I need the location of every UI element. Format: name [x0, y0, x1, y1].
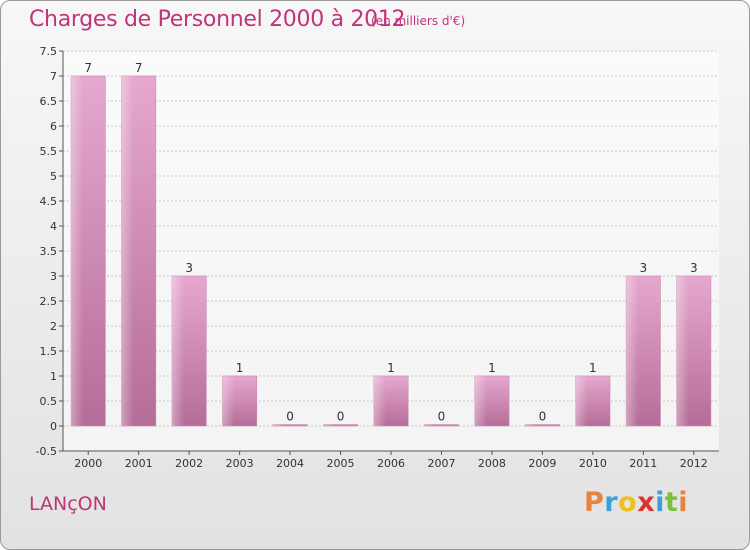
- data-label: 1: [488, 361, 496, 375]
- data-label: 1: [236, 361, 244, 375]
- bar-highlight: [626, 276, 639, 426]
- logo-letter: P: [584, 487, 605, 518]
- x-tick-label: 2005: [327, 457, 355, 470]
- bar-highlight: [575, 376, 588, 426]
- y-tick-label: 3.5: [40, 245, 58, 258]
- logo-letter: o: [618, 487, 638, 518]
- bar-highlight: [222, 376, 235, 426]
- data-label: 1: [589, 361, 597, 375]
- x-tick-label: 2001: [125, 457, 153, 470]
- x-tick-label: 2007: [427, 457, 455, 470]
- logo-letter: i: [655, 487, 665, 518]
- data-label: 3: [639, 261, 647, 275]
- chart-title: Charges de Personnel 2000 à 2012: [29, 7, 406, 32]
- data-label: 0: [337, 410, 345, 424]
- x-tick-label: 2010: [579, 457, 607, 470]
- y-tick-label: 1.5: [40, 345, 58, 358]
- y-tick-label: 1: [50, 370, 57, 383]
- y-tick-label: 7: [50, 70, 57, 83]
- data-label: 0: [539, 410, 547, 424]
- x-tick-label: 2008: [478, 457, 506, 470]
- commune-name: LANçON: [29, 493, 107, 515]
- proxiti-logo: Proxiti: [584, 487, 688, 518]
- y-tick-label: 4: [50, 220, 57, 233]
- logo-letter: i: [678, 487, 689, 518]
- bar-highlight: [474, 376, 487, 426]
- bar-highlight: [373, 376, 386, 426]
- bar-highlight: [272, 424, 285, 426]
- data-label: 0: [438, 410, 446, 424]
- x-tick-label: 2004: [276, 457, 304, 470]
- data-label: 0: [286, 410, 294, 424]
- y-tick-label: 0.5: [40, 395, 58, 408]
- y-tick-label: 5: [50, 170, 57, 183]
- y-tick-label: 3: [50, 270, 57, 283]
- x-tick-label: 2003: [226, 457, 254, 470]
- bar-highlight: [171, 276, 185, 426]
- logo-letter: t: [664, 487, 679, 518]
- y-tick-label: 2.5: [40, 295, 58, 308]
- chart-subtitle: (en milliers d'€): [371, 14, 466, 28]
- y-tick-label: -0.5: [36, 445, 57, 458]
- y-tick-label: 7.5: [40, 45, 58, 58]
- y-tick-label: 6: [50, 120, 57, 133]
- bar-highlight: [525, 424, 538, 426]
- y-tick-label: 0: [50, 420, 57, 433]
- data-label: 1: [387, 361, 395, 375]
- x-tick-label: 2002: [175, 457, 203, 470]
- bar-highlight: [121, 76, 134, 426]
- bar-highlight: [424, 424, 437, 426]
- logo-letter: x: [637, 487, 656, 518]
- y-tick-label: 6.5: [40, 95, 58, 108]
- x-tick-label: 2012: [680, 457, 708, 470]
- x-tick-label: 2006: [377, 457, 405, 470]
- x-tick-label: 2000: [74, 457, 102, 470]
- data-label: 3: [185, 261, 193, 275]
- logo-letter: r: [604, 487, 619, 518]
- y-tick-label: 2: [50, 320, 57, 333]
- bar-highlight: [676, 276, 689, 426]
- data-label: 3: [690, 261, 698, 275]
- data-label: 7: [135, 61, 143, 75]
- y-tick-label: 5.5: [40, 145, 58, 158]
- bar-highlight: [71, 76, 84, 426]
- x-tick-label: 2009: [528, 457, 556, 470]
- data-label: 7: [84, 61, 92, 75]
- x-tick-label: 2011: [629, 457, 657, 470]
- bar-highlight: [323, 424, 336, 426]
- y-tick-label: 4.5: [40, 195, 58, 208]
